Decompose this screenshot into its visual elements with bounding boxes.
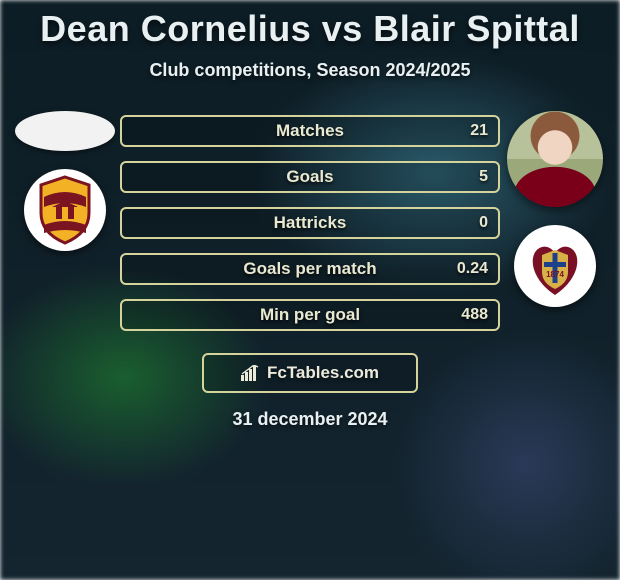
player-avatar-right [507,111,603,207]
stat-row-gpm: Goals per match 0.24 [120,253,500,285]
stat-value-right: 0 [479,214,488,232]
club-badge-right: 1874 [514,225,596,307]
brand-text: FcTables.com [267,363,379,383]
page-subtitle: Club competitions, Season 2024/2025 [0,60,620,81]
player-avatar-left [15,111,115,151]
hearts-badge-icon: 1874 [514,225,596,307]
stat-value-right: 21 [470,122,488,140]
stat-label: Goals [122,167,498,187]
brand-box[interactable]: FcTables.com [202,353,418,393]
stat-value-right: 0.24 [457,260,488,278]
badge-year: 1874 [546,270,564,279]
motherwell-badge-icon [24,169,106,251]
bar-chart-icon [241,365,261,381]
stats-list: Matches 21 Goals 5 Hattricks 0 Goals per… [120,111,500,331]
date-text: 31 december 2024 [0,409,620,430]
stat-value-right: 5 [479,168,488,186]
stat-row-matches: Matches 21 [120,115,500,147]
stat-label: Goals per match [122,259,498,279]
club-badge-left [24,169,106,251]
right-column: 1874 [500,111,610,331]
columns: Matches 21 Goals 5 Hattricks 0 Goals per… [0,111,620,331]
stat-value-right: 488 [461,306,488,324]
page-title: Dean Cornelius vs Blair Spittal [0,0,620,50]
stat-row-hattricks: Hattricks 0 [120,207,500,239]
stat-label: Matches [122,121,498,141]
left-column [10,111,120,331]
comparison-card: Dean Cornelius vs Blair Spittal Club com… [0,0,620,430]
stat-row-goals: Goals 5 [120,161,500,193]
stat-row-mpg: Min per goal 488 [120,299,500,331]
stat-label: Hattricks [122,213,498,233]
stat-label: Min per goal [122,305,498,325]
